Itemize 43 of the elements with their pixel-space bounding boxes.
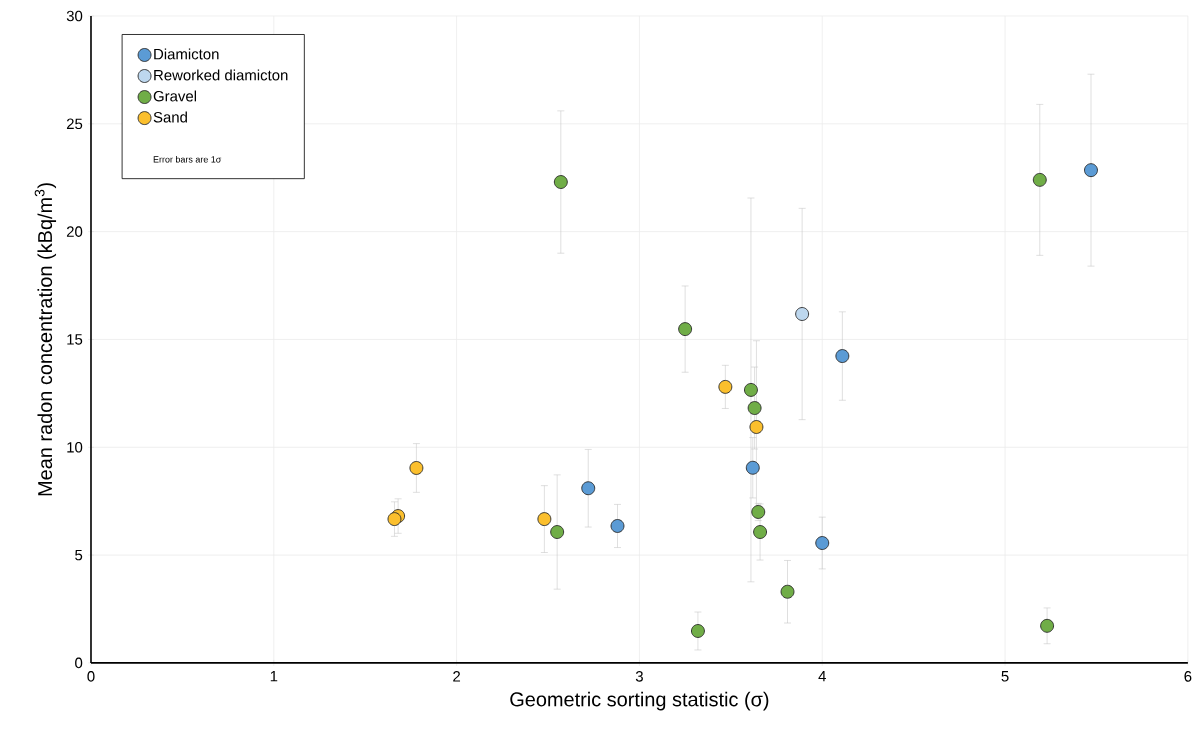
x-tick-label: 2: [453, 671, 461, 682]
point: [537, 512, 552, 527]
legend-label: Diamicton: [154, 48, 219, 60]
y-tick-label: 15: [67, 334, 83, 345]
point: [678, 322, 693, 337]
point: [835, 349, 850, 364]
point: [550, 525, 565, 539]
x-axis-title: Geometric sorting statistic (σ): [510, 691, 769, 711]
point: [745, 460, 760, 475]
y-tick-label: 20: [66, 226, 83, 237]
point: [795, 307, 810, 321]
point: [1040, 618, 1055, 633]
legend-label: Sand: [153, 111, 187, 123]
point: [581, 481, 596, 496]
legend-label: Reworked diamicton: [154, 69, 288, 81]
y-tick-label: 25: [66, 118, 83, 130]
y-tick-label: 10: [67, 442, 83, 453]
x-tick-label: 5: [1001, 671, 1009, 682]
annotation: Error bars are 1σ: [153, 156, 222, 163]
point: [1032, 172, 1047, 187]
point: [753, 525, 768, 539]
x-tick-label: 4: [818, 671, 826, 682]
point: [1084, 163, 1098, 178]
point: [815, 536, 830, 550]
y-axis-title: Mean radon concentration (kBq/m$^{3}$): [34, 183, 57, 496]
point: [747, 401, 762, 415]
y-tick-label: 30: [66, 10, 83, 22]
point: [718, 380, 733, 394]
y-tick-label: 5: [75, 549, 83, 561]
point: [553, 175, 568, 189]
y-tick-label: 0: [75, 657, 83, 669]
x-tick-label: 6: [1184, 671, 1192, 682]
point: [749, 420, 764, 434]
point: [610, 519, 625, 533]
point: [691, 624, 705, 638]
point: [744, 383, 758, 397]
x-tick-label: 1: [270, 671, 278, 682]
point: [387, 512, 402, 527]
point: [780, 584, 795, 599]
legend-label: Gravel: [153, 90, 197, 102]
x-tick-label: 0: [87, 671, 95, 682]
x-tick-label: 3: [635, 671, 643, 682]
point: [409, 461, 424, 475]
